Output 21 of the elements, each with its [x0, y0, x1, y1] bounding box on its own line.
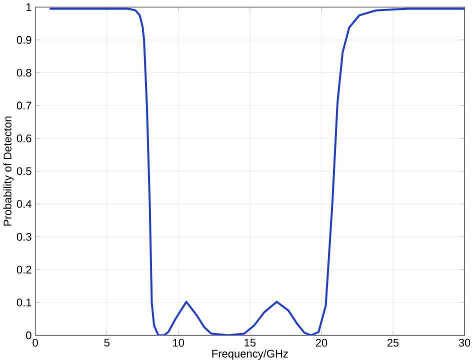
x-tick-label: 30 — [458, 338, 470, 347]
x-tick-label: 10 — [173, 338, 184, 347]
x-tick-label: 25 — [387, 338, 399, 347]
x-tick-label: 20 — [316, 338, 328, 347]
y-tick-label: 0.8 — [16, 68, 32, 77]
y-tick-label: 0.3 — [16, 232, 32, 241]
x-axis-title: Frequency/GHz — [212, 349, 288, 360]
y-tick-label: 1 — [26, 3, 32, 11]
x-tick-label: 15 — [244, 338, 256, 346]
y-tick-label: 0.4 — [16, 200, 32, 208]
y-tick-label: 0.9 — [16, 36, 32, 44]
y-tick-label: 0.2 — [16, 266, 32, 274]
line-series — [48, 8, 465, 336]
x-tick-label: 5 — [104, 338, 110, 346]
y-axis-title: Probability of Detecton — [3, 116, 14, 226]
y-tick-label: 0.6 — [16, 134, 32, 142]
y-tick-label: 0 — [26, 331, 32, 340]
x-tick-label: 0 — [32, 338, 38, 347]
y-tick-label: 0.1 — [16, 298, 32, 306]
y-tick-label: 0.7 — [16, 102, 32, 110]
y-tick-label: 0.5 — [16, 167, 32, 176]
